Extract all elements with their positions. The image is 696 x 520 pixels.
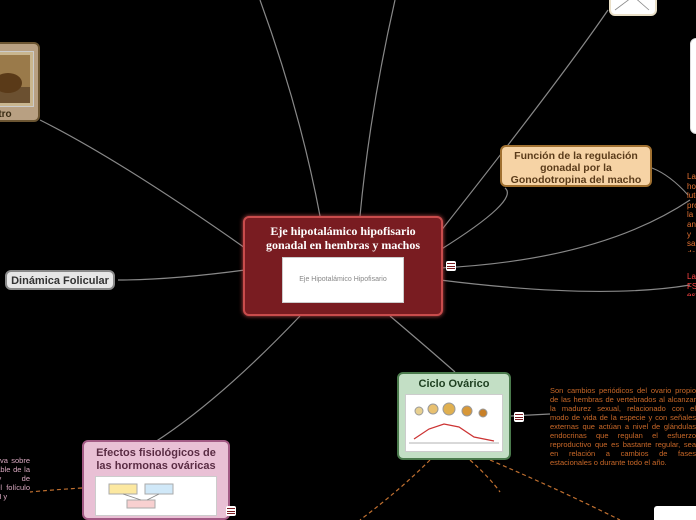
- text-funcion-detail-2: La FSH estimula la espermatogénesis favo…: [687, 272, 696, 296]
- funcion-node[interactable]: Función de la regulación gonadal por la …: [500, 145, 652, 187]
- efectos-node[interactable]: Efectos fisiológicos de las hormonas ová…: [82, 440, 230, 520]
- right-edge-image: [690, 38, 696, 134]
- ciclo-node[interactable]: Ciclo Ovárico: [397, 372, 511, 460]
- efectos-image: [95, 476, 217, 516]
- central-image: Eje Hipotalámico Hipofisario: [282, 257, 404, 303]
- tro-image: [0, 51, 34, 107]
- funcion-title: Función de la regulación gonadal por la …: [506, 150, 646, 186]
- ciclo-title: Ciclo Ovárico: [403, 378, 505, 390]
- notes-icon[interactable]: [446, 261, 456, 271]
- efectos-title: Efectos fisiológicos de las hormonas ová…: [88, 447, 224, 472]
- dinamica-title: Dinámica Folicular: [11, 275, 109, 287]
- central-node[interactable]: Eje hipotalámico hipofisario gonadal en …: [243, 216, 443, 316]
- tro-title: tro: [0, 109, 35, 120]
- notes-icon[interactable]: [226, 506, 236, 516]
- top-right-chip[interactable]: [609, 0, 657, 16]
- text-funcion-detail-1: La hormona luteinizante promueve la andr…: [687, 172, 696, 252]
- notes-icon[interactable]: [514, 412, 524, 422]
- text-efectos-detail: citar: los positiva sobre el sterona, ns…: [0, 456, 30, 520]
- dinamica-node[interactable]: Dinámica Folicular: [5, 270, 115, 290]
- bottom-right-chip: [654, 506, 696, 520]
- central-title: Eje hipotalámico hipofisario gonadal en …: [253, 224, 433, 253]
- tro-node[interactable]: tro: [0, 42, 40, 122]
- ciclo-image: [405, 394, 503, 452]
- text-ciclo-detail: Son cambios periódicos del ovario propio…: [550, 386, 696, 446]
